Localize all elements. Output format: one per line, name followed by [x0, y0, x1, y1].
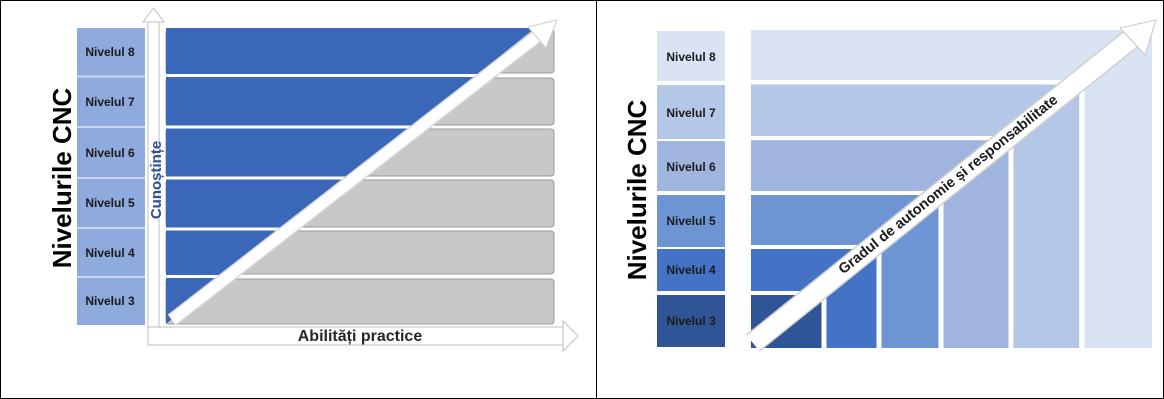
- right-panel: Nivelurile CNC Nivelul 8 Nivelul 7 Nivel…: [622, 19, 1157, 352]
- right-level-6-label: Nivelul 6: [666, 160, 716, 174]
- right-level-5-label: Nivelul 5: [666, 214, 716, 228]
- left-level-5-label: Nivelul 5: [85, 196, 135, 210]
- horizontal-axis-label: Abilități practice: [298, 328, 423, 345]
- right-diagonal-arrow: [746, 19, 1157, 352]
- left-level-6-label: Nivelul 6: [85, 146, 135, 160]
- left-level-8-label: Nivelul 8: [85, 45, 135, 59]
- right-level-labels: Nivelul 8 Nivelul 7 Nivelul 6 Nivelul 5 …: [657, 31, 725, 347]
- left-panel: Abilități practice Cunoștințe Nivelurile…: [47, 7, 579, 353]
- right-level-3-label: Nivelul 3: [666, 314, 716, 328]
- right-level-7-label: Nivelul 7: [666, 106, 716, 120]
- left-level-4-label: Nivelul 4: [85, 246, 135, 260]
- right-level-4-label: Nivelul 4: [666, 263, 716, 277]
- left-side-title: Nivelurile CNC: [47, 87, 77, 268]
- left-level-7-label: Nivelul 7: [85, 95, 135, 109]
- horizontal-axis-arrow: [147, 319, 579, 353]
- right-side-title: Nivelurile CNC: [622, 99, 652, 280]
- vertical-axis-label: Cunoștințe: [148, 141, 165, 219]
- left-diagonal-arrow: [167, 19, 558, 326]
- right-level-8-label: Nivelul 8: [666, 50, 716, 64]
- left-level-labels: Nivelul 8 Nivelul 7 Nivelul 6 Nivelul 5 …: [77, 28, 145, 325]
- left-level-3-label: Nivelul 3: [85, 294, 135, 308]
